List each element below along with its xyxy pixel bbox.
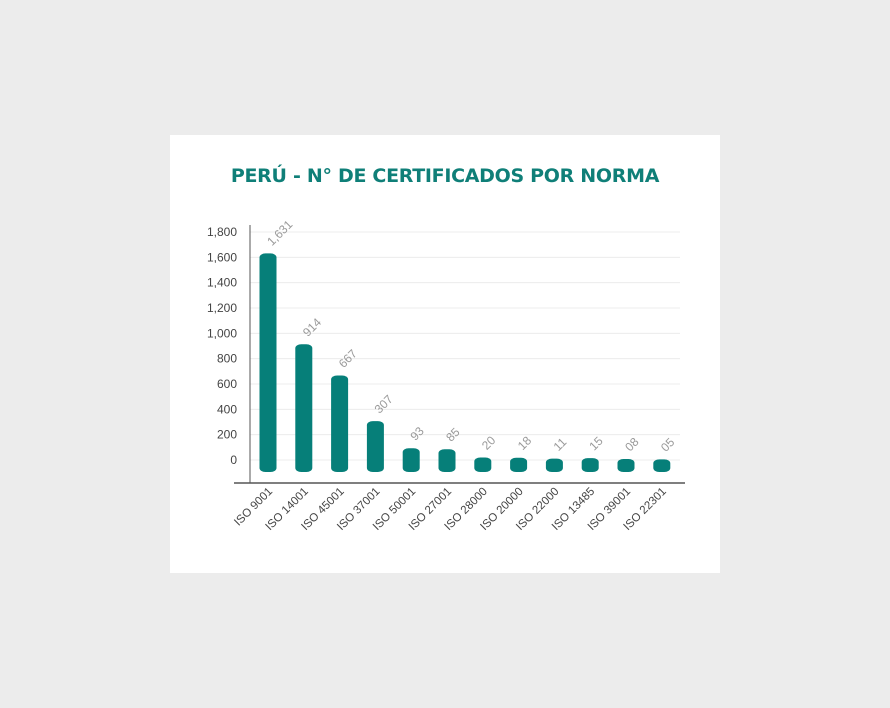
data-label: 93 (407, 424, 427, 444)
y-tick-label: 1,400 (207, 276, 237, 290)
data-label: 307 (372, 392, 396, 416)
y-tick-label: 400 (217, 402, 237, 416)
bar (510, 457, 528, 472)
y-tick-label: 1,000 (207, 326, 237, 340)
y-tick-label: 1,600 (207, 250, 237, 264)
bar (653, 459, 671, 472)
chart-title: PERÚ - N° DE CERTIFICADOS POR NORMA (230, 165, 660, 187)
bar (581, 458, 599, 472)
y-tick-label: 1,800 (207, 225, 237, 239)
bar (259, 253, 277, 472)
data-label: 1,631 (264, 217, 295, 248)
bar (366, 421, 384, 472)
data-label: 08 (622, 435, 642, 455)
bar (474, 457, 492, 472)
data-label: 85 (443, 425, 463, 445)
data-label: 15 (586, 434, 606, 454)
bar (295, 344, 313, 472)
bar (617, 458, 635, 472)
chart-card: PERÚ - N° DE CERTIFICADOS POR NORMA 0 200… (170, 135, 720, 573)
bar-chart: 0 200 400 600 800 1,000 1,200 1,400 1,600 1,800 1,… (207, 217, 685, 533)
y-tick-label: 800 (217, 352, 237, 366)
data-label: 914 (300, 315, 324, 339)
y-tick-label: 0 (230, 453, 237, 467)
data-label: 667 (336, 346, 360, 370)
data-label: 20 (479, 433, 499, 453)
data-label: 11 (551, 435, 570, 454)
y-tick-label: 1,200 (207, 301, 237, 315)
bar (331, 375, 349, 472)
bar (545, 458, 563, 472)
bar (402, 448, 420, 472)
y-tick-label: 600 (217, 377, 237, 391)
y-tick-label: 200 (217, 428, 237, 442)
data-label: 05 (658, 435, 678, 455)
bar (438, 449, 456, 472)
data-label: 18 (515, 433, 535, 453)
